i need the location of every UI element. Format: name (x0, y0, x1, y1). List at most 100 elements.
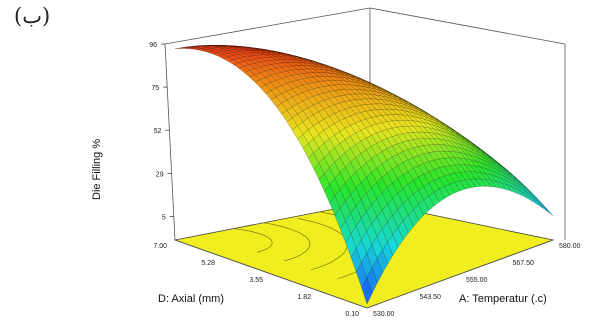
surface-cell (402, 100, 414, 107)
surface-cell (449, 164, 461, 174)
surface-cell (417, 138, 430, 146)
surface-cell (217, 48, 229, 52)
surface-cell (276, 51, 288, 55)
surface-cell (438, 138, 451, 146)
surface-cell (407, 105, 419, 113)
surface-cell (243, 64, 256, 71)
surface-cell (506, 169, 518, 180)
surface-cell (355, 218, 367, 240)
surface-cell (537, 199, 549, 211)
surface-cell (449, 182, 461, 194)
response-surface (174, 45, 554, 305)
surface-cell (313, 62, 325, 67)
surface-cell (402, 184, 414, 200)
surface-cell (464, 179, 476, 188)
surface-cell (450, 127, 461, 135)
surface-cell (266, 49, 277, 52)
surface-cell (250, 47, 261, 50)
surface-cell (345, 72, 357, 77)
surface-cell (387, 234, 399, 256)
surface-cell (303, 58, 314, 62)
surface-cell (292, 125, 304, 140)
surface-cell (402, 198, 414, 216)
surface-cell (418, 108, 430, 116)
surface-cell (532, 198, 543, 209)
surface-cell (428, 180, 440, 193)
z-axis-ticks: 96 75 52 29 5 (149, 42, 174, 221)
surface-cell (334, 84, 346, 91)
surface-cell (355, 166, 367, 183)
surface-cell (323, 115, 335, 128)
contour-line (235, 228, 273, 253)
surface-cell (506, 171, 518, 181)
surface-cell (454, 172, 466, 182)
surface-cell (408, 102, 419, 110)
y-tick-label: 3.55 (249, 277, 263, 284)
surface-cell (412, 138, 424, 147)
surface-cell (344, 107, 356, 117)
surface-cell (376, 94, 388, 101)
surface-cell (459, 157, 471, 166)
surface-cell (376, 89, 388, 95)
surface-cell (265, 90, 277, 101)
surface-cell (207, 45, 219, 46)
surface-cell (412, 155, 424, 166)
x-tick-label: 580.00 (559, 243, 581, 250)
surface-cell (428, 132, 440, 140)
surface-cell (276, 103, 288, 115)
surface-cell (228, 46, 240, 49)
surface-cell (391, 134, 403, 145)
surface-cell (350, 74, 362, 80)
surface-cell (397, 102, 409, 109)
surface-cell (345, 77, 356, 83)
surface-cell (339, 101, 351, 110)
surface-cell (355, 79, 367, 85)
surface-cell (334, 71, 346, 76)
surface-cell (433, 133, 445, 141)
surface-cell (180, 47, 192, 49)
surface-cell (201, 47, 213, 50)
surface-cell (217, 54, 229, 59)
surface-cell (500, 182, 513, 192)
surface-cell (190, 47, 202, 50)
z-tick-label: 75 (151, 85, 159, 92)
surface-cell (407, 157, 419, 169)
y-tick-label: 7.00 (153, 243, 167, 250)
surface-cell (334, 73, 346, 79)
surface-cell (423, 116, 435, 123)
surface-cell (486, 153, 497, 163)
panel-label: (ب) (14, 4, 51, 28)
surface-cell (297, 59, 309, 64)
surface-cell (423, 126, 435, 134)
surface-cell (475, 178, 487, 187)
surface-cell (349, 93, 362, 100)
y-tick-label: 5.28 (201, 260, 215, 267)
surface-cell (281, 66, 293, 72)
surface-cell (344, 89, 356, 95)
surface-cell (371, 258, 383, 284)
y-tick-label: 1.82 (297, 294, 311, 301)
surface-cell (340, 70, 351, 75)
surface-cell (402, 214, 414, 234)
surface-cell (355, 82, 367, 88)
z-tick-label: 29 (156, 171, 164, 178)
x-axis-ticks: 530.00 543.50 555.00 567.50 580.00 (373, 243, 581, 318)
surface-cell (402, 149, 414, 161)
surface-cell (371, 84, 383, 90)
surface-cell (244, 46, 256, 49)
surface-cell (480, 162, 492, 171)
surface-cell (233, 62, 245, 69)
surface-cell (313, 61, 325, 65)
surface-cell (428, 123, 440, 131)
surface-cell (407, 209, 419, 227)
x-axis-label: A: Temperatur (.c) (459, 293, 547, 305)
surface-cell (260, 48, 272, 51)
surface-cell (460, 135, 471, 143)
surface-cell (297, 56, 309, 60)
surface-cell (361, 78, 372, 84)
x-tick-label: 567.50 (513, 260, 535, 267)
surface-cell (392, 94, 404, 101)
surface-cell (386, 128, 398, 137)
surface-cell (360, 83, 372, 89)
